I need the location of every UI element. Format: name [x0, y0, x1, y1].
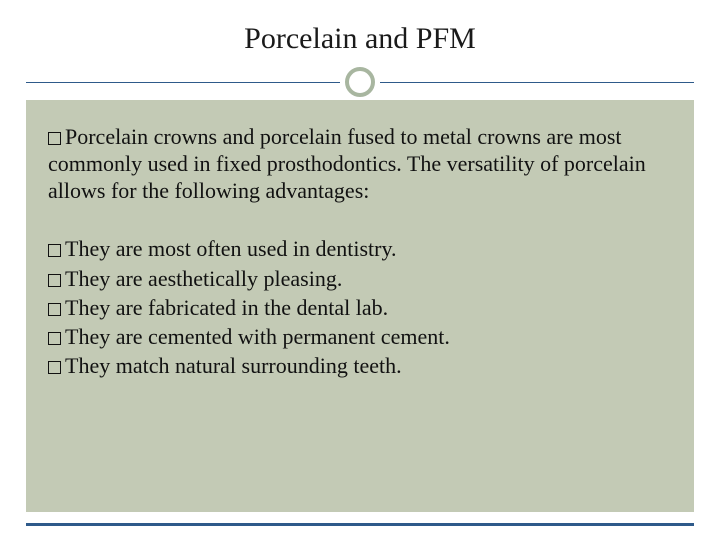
list-item-label: They are fabricated in the dental lab. [65, 295, 388, 320]
page-title: Porcelain and PFM [0, 22, 720, 56]
square-bullet-icon [48, 303, 61, 316]
divider-line-right [380, 82, 694, 83]
square-bullet-icon [48, 274, 61, 287]
square-bullet-icon [48, 332, 61, 345]
intro-text: Porcelain crowns and porcelain fused to … [48, 124, 646, 203]
square-bullet-icon [48, 244, 61, 257]
intro-paragraph: Porcelain crowns and porcelain fused to … [48, 124, 672, 204]
divider-circle-icon [345, 67, 375, 97]
square-bullet-icon [48, 361, 61, 374]
list-item-label: They are most often used in dentistry. [65, 236, 397, 261]
list-item: They match natural surrounding teeth. [48, 351, 672, 380]
list-item: They are cemented with permanent cement. [48, 322, 672, 351]
list-item: They are aesthetically pleasing. [48, 264, 672, 293]
list-item-label: They are cemented with permanent cement. [65, 324, 450, 349]
list-item: They are fabricated in the dental lab. [48, 293, 672, 322]
content-panel: Porcelain crowns and porcelain fused to … [26, 100, 694, 512]
slide: Porcelain and PFM Porcelain crowns and p… [0, 0, 720, 540]
advantages-list: They are most often used in dentistry. T… [48, 234, 672, 379]
list-item-label: They match natural surrounding teeth. [65, 353, 402, 378]
square-bullet-icon [48, 132, 61, 145]
footer-accent-line [26, 523, 694, 526]
title-divider [0, 64, 720, 104]
divider-line-left [26, 82, 340, 83]
list-item: They are most often used in dentistry. [48, 234, 672, 263]
title-area: Porcelain and PFM [0, 0, 720, 64]
list-item-label: They are aesthetically pleasing. [65, 266, 342, 291]
